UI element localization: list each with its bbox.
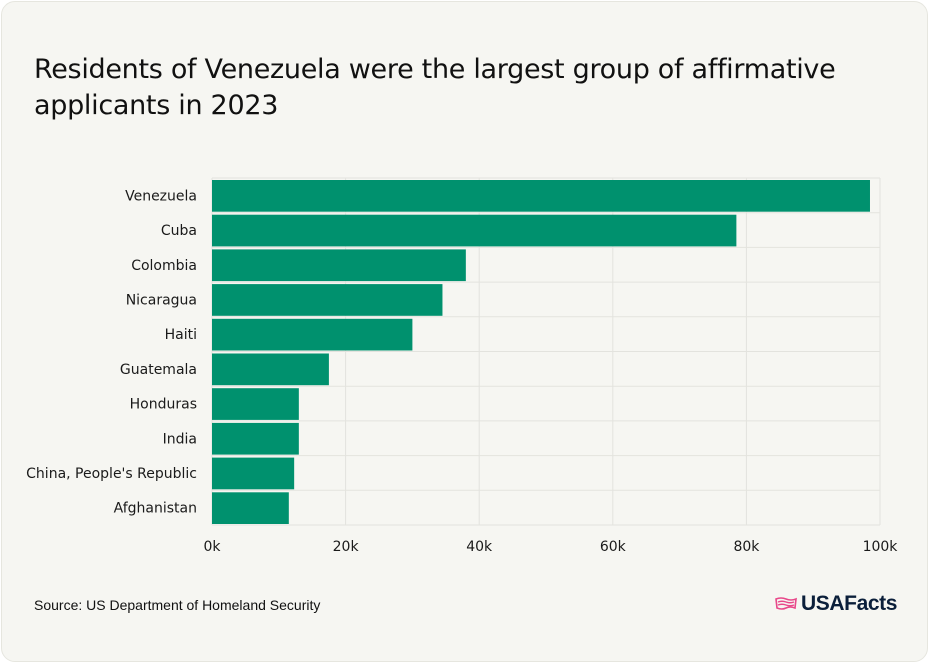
category-label: Guatemala xyxy=(120,362,197,378)
x-tick-label: 100k xyxy=(863,539,899,555)
bar xyxy=(212,180,870,212)
bar-chart: Venezuela Cuba Colombia Nicaragua Haiti Guate… xyxy=(26,177,899,555)
source-note: Source: US Department of Homeland Securi… xyxy=(34,597,321,613)
bar xyxy=(212,284,443,316)
category-label: Cuba xyxy=(161,223,197,239)
category-label: Afghanistan xyxy=(114,501,197,517)
x-tick-label: 20k xyxy=(333,539,360,555)
category-label: India xyxy=(163,431,197,447)
bar xyxy=(212,492,289,524)
category-label: Venezuela xyxy=(125,188,197,204)
x-tick-label: 40k xyxy=(466,539,493,555)
chart-title: Residents of Venezuela were the largest … xyxy=(34,54,836,121)
bar xyxy=(212,353,329,386)
category-label: Honduras xyxy=(130,397,197,413)
bar xyxy=(212,422,299,455)
brand-logo[interactable]: USAFacts xyxy=(775,592,897,616)
bar xyxy=(212,457,295,490)
category-label: Haiti xyxy=(165,327,197,343)
x-tick-label: 80k xyxy=(733,539,760,555)
x-tick-label: 0k xyxy=(203,539,221,555)
category-label: China, People's Republic xyxy=(26,466,197,482)
x-tick-label: 60k xyxy=(600,539,627,555)
us-map-flag-icon xyxy=(775,597,797,610)
category-label: Nicaragua xyxy=(126,292,197,308)
brand-name: USAFacts xyxy=(801,592,897,615)
category-label: Colombia xyxy=(131,258,197,274)
bar xyxy=(212,214,737,247)
bar xyxy=(212,388,299,420)
bar xyxy=(212,249,466,282)
bar xyxy=(212,318,413,351)
